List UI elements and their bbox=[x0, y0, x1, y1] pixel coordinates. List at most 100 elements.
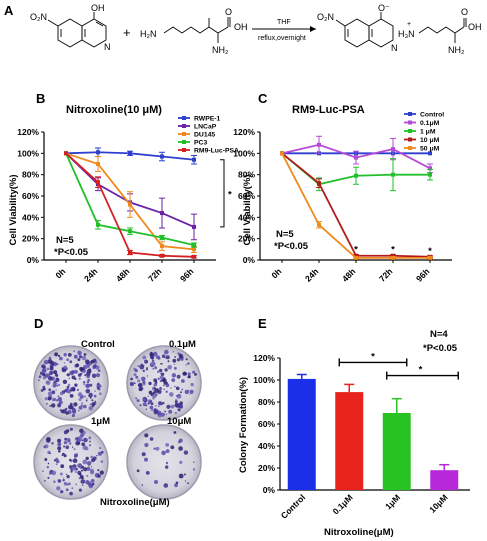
colony-spot bbox=[79, 428, 84, 433]
colony-spot bbox=[185, 358, 188, 361]
colony-spot bbox=[81, 465, 85, 469]
colony-spot bbox=[53, 364, 56, 367]
legend-label-0: RWPE-1 bbox=[194, 116, 221, 123]
colony-spot bbox=[43, 385, 46, 388]
colony-spot bbox=[137, 379, 141, 383]
colony-spot bbox=[169, 392, 174, 397]
colony-spot bbox=[57, 403, 62, 408]
colony-spot bbox=[79, 366, 83, 371]
data-point bbox=[128, 202, 132, 207]
colony-spot bbox=[48, 356, 52, 360]
colony-spot bbox=[85, 480, 90, 485]
colony-spot bbox=[63, 353, 67, 357]
y-tick-label: 0% bbox=[27, 255, 40, 265]
x-tick-label: 0h bbox=[269, 266, 283, 280]
x-tick-label: 0.1μM bbox=[331, 492, 355, 516]
colony-spot bbox=[160, 363, 162, 365]
data-point bbox=[428, 172, 432, 177]
colony-spot bbox=[74, 437, 79, 441]
colony-spot bbox=[44, 397, 48, 401]
colony-dishes bbox=[33, 345, 202, 500]
colony-spot bbox=[78, 405, 83, 410]
colony-spot bbox=[94, 400, 97, 403]
colony-spot bbox=[67, 353, 72, 357]
product-nh2-label: NH₂ bbox=[448, 45, 465, 55]
colony-spot bbox=[161, 354, 166, 359]
colony-spot bbox=[165, 443, 170, 447]
colony-spot bbox=[71, 386, 76, 392]
colony-spot bbox=[55, 457, 59, 461]
colony-spot bbox=[44, 480, 46, 482]
product-structure bbox=[335, 12, 467, 48]
colony-spot bbox=[74, 383, 78, 387]
dish-label-control: Control bbox=[81, 339, 115, 350]
data-point bbox=[160, 253, 164, 258]
colony-spot bbox=[57, 442, 62, 447]
colony-spot bbox=[89, 396, 92, 399]
colony-spot bbox=[85, 383, 90, 389]
colony-spot bbox=[76, 388, 80, 391]
colony-spot bbox=[163, 483, 169, 488]
colony-spot bbox=[136, 469, 140, 473]
colony-spot bbox=[66, 440, 69, 443]
colony-spot bbox=[49, 364, 54, 369]
colony-spot bbox=[81, 442, 85, 447]
colony-spot bbox=[81, 469, 83, 472]
data-point bbox=[160, 211, 164, 216]
colony-spot bbox=[144, 433, 149, 438]
colony-spot bbox=[86, 371, 91, 377]
colony-spot bbox=[44, 458, 48, 461]
lysine-nh2-label: NH₂ bbox=[212, 45, 229, 55]
colony-spot bbox=[181, 388, 184, 391]
lysine-o-label: O bbox=[225, 7, 232, 17]
colony-spot bbox=[92, 365, 96, 370]
colony-spot bbox=[66, 385, 70, 389]
colony-spot bbox=[61, 465, 64, 467]
colony-spot bbox=[48, 376, 53, 381]
colony-spot bbox=[165, 413, 168, 416]
colony-spot bbox=[153, 383, 157, 387]
significance-star: * bbox=[371, 351, 375, 362]
colony-spot bbox=[192, 370, 196, 374]
x-tick-label: 48h bbox=[340, 266, 357, 283]
colony-spot bbox=[90, 470, 95, 475]
x-tick-label: 10μM bbox=[427, 492, 449, 514]
colony-spot bbox=[90, 458, 96, 463]
colony-spot bbox=[56, 384, 59, 387]
data-point bbox=[354, 173, 358, 178]
colony-spot bbox=[54, 372, 57, 375]
colony-spot bbox=[164, 368, 168, 372]
legend-marker-3 bbox=[182, 140, 186, 144]
colony-spot bbox=[57, 383, 61, 387]
colony-spot bbox=[78, 350, 80, 352]
legend-label-4: 50 μM bbox=[420, 146, 440, 153]
colony-spot bbox=[159, 388, 162, 391]
colony-spot bbox=[86, 380, 90, 384]
reactant-nitroxoline bbox=[47, 12, 107, 48]
colony-spot bbox=[42, 470, 44, 473]
colony-spot bbox=[130, 377, 133, 381]
legend-marker-0 bbox=[408, 112, 412, 116]
chart-c-title: RM9-Luc-PSA bbox=[292, 104, 365, 116]
colony-spot bbox=[154, 365, 156, 368]
colony-spot bbox=[91, 482, 95, 486]
colony-spot bbox=[78, 472, 82, 476]
colony-spot bbox=[81, 439, 84, 442]
colony-spot bbox=[69, 427, 73, 431]
colony-spot bbox=[182, 371, 187, 376]
colony-spot bbox=[69, 370, 74, 376]
colony-spot bbox=[161, 363, 163, 365]
legend-marker-3 bbox=[408, 137, 412, 142]
colony-spot bbox=[162, 401, 165, 405]
legend-label-2: 1 μM bbox=[420, 129, 436, 136]
legend-marker-2 bbox=[408, 129, 412, 133]
data-point bbox=[96, 180, 100, 185]
colony-spot bbox=[47, 463, 50, 465]
colony-spot bbox=[68, 442, 72, 445]
colony-spot bbox=[70, 470, 73, 473]
significance-star: * bbox=[354, 245, 358, 256]
data-point bbox=[192, 243, 196, 248]
colony-spot bbox=[46, 466, 49, 469]
x-tick-label: 96h bbox=[414, 266, 431, 283]
